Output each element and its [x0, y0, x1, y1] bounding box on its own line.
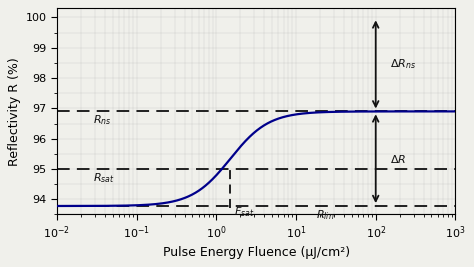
Text: $R_{ns}$: $R_{ns}$ — [92, 113, 111, 127]
X-axis label: Pulse Energy Fluence (μJ/cm²): Pulse Energy Fluence (μJ/cm²) — [163, 246, 350, 259]
Text: $R_{lin}$: $R_{lin}$ — [316, 208, 335, 222]
Text: $\Delta R$: $\Delta R$ — [390, 153, 406, 165]
Text: $R_{sat}$: $R_{sat}$ — [92, 171, 114, 185]
Text: $F_{sat}$: $F_{sat}$ — [234, 205, 255, 219]
Text: $\Delta R_{ns}$: $\Delta R_{ns}$ — [390, 57, 416, 71]
Y-axis label: Reflectivity R (%): Reflectivity R (%) — [9, 57, 21, 166]
